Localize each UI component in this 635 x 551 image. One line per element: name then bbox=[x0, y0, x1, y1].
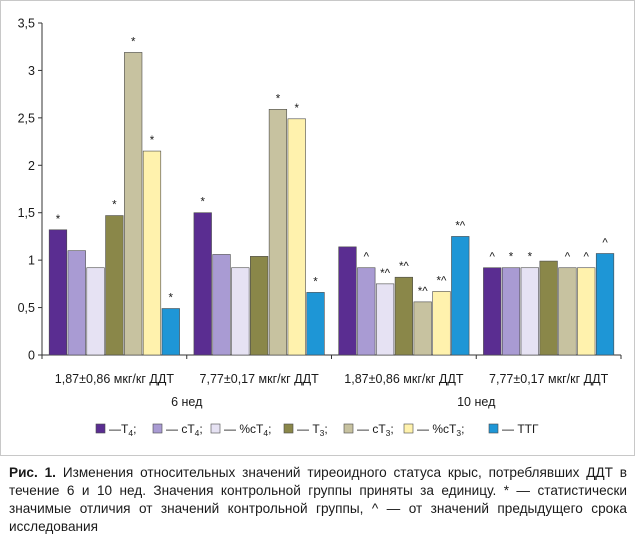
bar bbox=[193, 212, 212, 356]
figure-caption: Рис. 1. Изменения относительных значений… bbox=[9, 464, 627, 536]
bar bbox=[268, 109, 288, 356]
legend-label: — сТ4; bbox=[166, 422, 203, 438]
significance-mark: * bbox=[528, 252, 533, 264]
legend-swatch bbox=[95, 423, 106, 434]
bar bbox=[250, 256, 269, 356]
group-label: 10 нед bbox=[457, 395, 496, 409]
bar bbox=[539, 260, 558, 356]
bar bbox=[375, 283, 395, 356]
legend-label: — %сТ3; bbox=[417, 422, 464, 438]
y-tick-label: 3,5 bbox=[18, 17, 35, 31]
bar bbox=[357, 267, 376, 356]
significance-mark: ^ bbox=[602, 238, 608, 250]
legend-label: — ТТГ bbox=[502, 422, 539, 436]
legend-label: — Т3; bbox=[297, 422, 328, 438]
bar bbox=[161, 308, 180, 356]
significance-mark: ^ bbox=[584, 252, 590, 264]
significance-mark: * bbox=[112, 200, 117, 212]
significance-mark: *^ bbox=[380, 268, 390, 280]
bar bbox=[338, 246, 357, 356]
significance-mark: *^ bbox=[399, 261, 409, 273]
bar bbox=[142, 150, 162, 356]
bar bbox=[483, 267, 502, 356]
chart-figure: 0 0,5 1 1,5 2 2,5 3 3,5 * * * * * * * * * ^ *^ *^ *^ *^ *^ ^ * *… bbox=[0, 0, 635, 456]
bar bbox=[287, 118, 306, 356]
bar bbox=[86, 267, 105, 356]
bar bbox=[231, 267, 250, 356]
bar bbox=[124, 52, 143, 356]
legend-swatch bbox=[283, 423, 294, 434]
bar bbox=[595, 253, 615, 356]
y-tick-label: 3 bbox=[28, 64, 35, 78]
significance-mark: * bbox=[200, 197, 205, 209]
bar bbox=[394, 276, 413, 356]
bars-layer bbox=[48, 52, 615, 356]
y-tick-label: 0 bbox=[28, 349, 35, 363]
legend-label: — %сТ4; bbox=[224, 422, 271, 438]
bar bbox=[558, 267, 577, 356]
legend-swatch bbox=[488, 423, 499, 434]
y-tick-label: 0,5 bbox=[18, 301, 35, 315]
bar bbox=[501, 267, 521, 356]
significance-mark: * bbox=[169, 293, 174, 305]
bar bbox=[432, 291, 451, 356]
x-axis-labels: 1,87±0,86 мкг/кг ДДТ 7,77±0,17 мкг/кг ДДТ… bbox=[55, 372, 609, 409]
significance-mark: *^ bbox=[437, 275, 447, 287]
legend-label: — сТ3; bbox=[357, 422, 394, 438]
legend: —Т4; — сТ4; — %сТ4; — Т3; — сТ3; — %сТ3; — ТТГ bbox=[95, 422, 539, 438]
significance-marks-layer: *********^*^*^*^*^*^^ * * ^ ^^ bbox=[56, 36, 609, 304]
y-tick-label: 1,5 bbox=[18, 206, 35, 220]
legend-swatch bbox=[403, 423, 414, 434]
x-tick-label: 7,77±0,17 мкг/кг ДДТ bbox=[489, 372, 609, 386]
significance-mark: ^ bbox=[490, 252, 496, 264]
significance-mark: * bbox=[150, 135, 155, 147]
significance-mark: * bbox=[294, 103, 299, 115]
legend-swatch bbox=[210, 423, 221, 434]
significance-mark: ^ bbox=[565, 252, 571, 264]
bar bbox=[67, 250, 86, 356]
x-tick-label: 7,77±0,17 мкг/кг ДДТ bbox=[200, 372, 320, 386]
y-tick-label: 1 bbox=[28, 254, 35, 268]
legend-swatch bbox=[152, 423, 163, 434]
bar bbox=[105, 215, 124, 356]
bar bbox=[577, 267, 596, 356]
significance-mark: * bbox=[509, 252, 514, 264]
caption-text: Изменения относительных значений тиреоид… bbox=[9, 465, 628, 534]
bar bbox=[520, 267, 539, 356]
significance-mark: * bbox=[56, 214, 61, 226]
bar bbox=[48, 229, 68, 356]
significance-mark: * bbox=[276, 93, 281, 105]
significance-mark: *^ bbox=[455, 220, 465, 232]
bar bbox=[306, 292, 325, 356]
significance-mark: ^ bbox=[364, 252, 370, 264]
x-tick-label: 1,87±0,86 мкг/кг ДДТ bbox=[344, 372, 464, 386]
legend-label: —Т4; bbox=[109, 422, 136, 438]
bar-chart: 00,511,522,533,5 *********^*^*^*^*^*^^ * *… bbox=[18, 17, 622, 438]
bar bbox=[212, 254, 231, 356]
y-tick-label: 2,5 bbox=[18, 111, 35, 125]
bar bbox=[451, 236, 470, 356]
caption-label: Рис. 1. bbox=[9, 465, 56, 480]
significance-mark: * bbox=[313, 276, 318, 288]
group-label: 6 нед bbox=[171, 395, 203, 409]
legend-swatch bbox=[343, 423, 354, 434]
significance-mark: *^ bbox=[418, 286, 428, 298]
y-tick-label: 2 bbox=[28, 159, 35, 173]
significance-mark: * bbox=[131, 36, 136, 48]
x-tick-label: 1,87±0,86 мкг/кг ДДТ bbox=[55, 372, 175, 386]
bar bbox=[413, 301, 432, 356]
